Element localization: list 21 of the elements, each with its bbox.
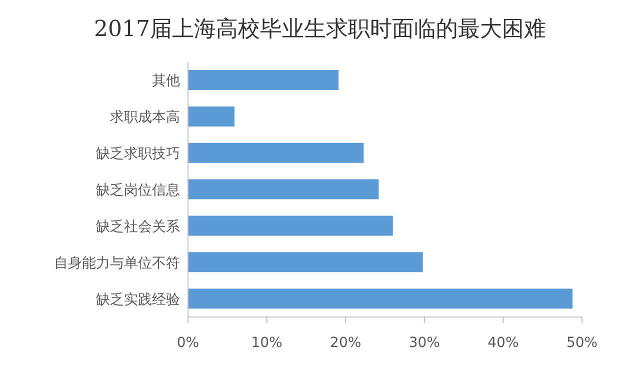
bar xyxy=(188,252,423,272)
bar xyxy=(188,106,234,126)
y-tick-label: 缺乏实践经验 xyxy=(96,292,180,308)
y-tick-label: 缺乏社会关系 xyxy=(96,218,180,235)
y-tick-label: 自身能力与单位不符 xyxy=(54,255,180,272)
bar xyxy=(188,216,393,236)
x-tick-label: 10% xyxy=(251,334,282,351)
x-tick-label: 20% xyxy=(330,334,362,351)
bar xyxy=(188,70,339,90)
y-tick-label: 缺乏岗位信息 xyxy=(96,182,180,198)
x-tick-label: 40% xyxy=(488,334,519,351)
bar xyxy=(188,179,379,200)
x-tick-label: 50% xyxy=(566,334,598,351)
bar xyxy=(188,142,364,163)
bar xyxy=(188,288,573,309)
chart-title: 2017届上海高校毕业生求职时面临的最大困难 xyxy=(93,16,547,44)
x-tick-label: 0% xyxy=(176,334,200,351)
y-tick-label: 其他 xyxy=(152,73,180,90)
y-tick-label: 求职成本高 xyxy=(110,110,180,126)
y-tick-label: 缺乏求职技巧 xyxy=(96,146,180,162)
x-tick-label: 30% xyxy=(408,334,440,351)
